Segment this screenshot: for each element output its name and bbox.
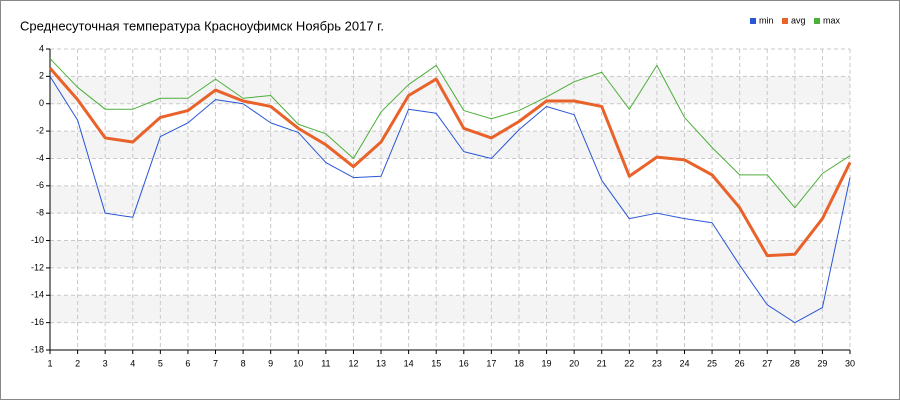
y-tick-label: 4 xyxy=(39,43,44,53)
y-tick-label: -6 xyxy=(36,180,44,190)
x-tick-label: 13 xyxy=(376,358,386,368)
y-tick-label: -4 xyxy=(36,153,44,163)
x-tick-label: 10 xyxy=(293,358,303,368)
x-tick-label: 15 xyxy=(431,358,441,368)
x-tick-label: 23 xyxy=(652,358,662,368)
x-tick-label: 19 xyxy=(542,358,552,368)
x-tick-label: 11 xyxy=(321,358,330,368)
x-tick-label: 17 xyxy=(486,358,496,368)
x-tick-label: 1 xyxy=(47,358,52,368)
series-line xyxy=(49,58,851,209)
x-tick-label: 26 xyxy=(735,358,745,368)
legend-swatch xyxy=(750,18,756,24)
x-tick-label: 8 xyxy=(241,358,246,368)
x-tick-label: 20 xyxy=(569,358,579,368)
x-tick-label: 27 xyxy=(762,358,772,368)
x-tick-label: 9 xyxy=(268,358,273,368)
chart-title: Среднесуточная температура Красноуфимск … xyxy=(20,18,384,33)
legend-label: max xyxy=(823,15,841,25)
y-tick-label: -8 xyxy=(36,208,44,218)
y-tick-label: -10 xyxy=(31,235,44,245)
x-tick-label: 4 xyxy=(130,358,135,368)
y-tick-label: -2 xyxy=(36,125,44,135)
x-tick-label: 14 xyxy=(404,358,414,368)
y-tick-label: -14 xyxy=(31,290,44,300)
x-tick-label: 3 xyxy=(103,358,108,368)
x-tick-label: 12 xyxy=(348,358,358,368)
grid-band xyxy=(50,76,850,104)
y-tick-label: -16 xyxy=(31,317,44,327)
series-line xyxy=(49,76,851,324)
x-tick-label: 28 xyxy=(790,358,800,368)
x-tick-label: 30 xyxy=(845,358,855,368)
x-tick-label: 21 xyxy=(597,358,607,368)
x-tick-label: 7 xyxy=(213,358,218,368)
grid-band xyxy=(50,131,850,159)
legend-swatch xyxy=(814,18,820,24)
x-tick-label: 22 xyxy=(624,358,634,368)
x-tick-label: 24 xyxy=(679,358,689,368)
series-line xyxy=(48,67,852,258)
y-tick-label: 0 xyxy=(39,98,44,108)
grid-band xyxy=(50,240,850,268)
y-tick-label: -18 xyxy=(31,344,44,354)
y-tick-label: 2 xyxy=(39,71,44,81)
x-tick-label: 2 xyxy=(75,358,80,368)
x-tick-label: 29 xyxy=(817,358,827,368)
legend-label: min xyxy=(759,15,774,25)
x-tick-label: 6 xyxy=(185,358,190,368)
grid-band xyxy=(50,185,850,214)
x-tick-label: 18 xyxy=(514,358,524,368)
y-tick-label: -12 xyxy=(31,262,44,272)
x-tick-label: 16 xyxy=(459,358,469,368)
legend-label: avg xyxy=(791,15,806,25)
x-tick-label: 25 xyxy=(707,358,717,368)
grid-band xyxy=(50,295,850,323)
legend-swatch xyxy=(782,18,788,24)
x-tick-label: 5 xyxy=(158,358,163,368)
